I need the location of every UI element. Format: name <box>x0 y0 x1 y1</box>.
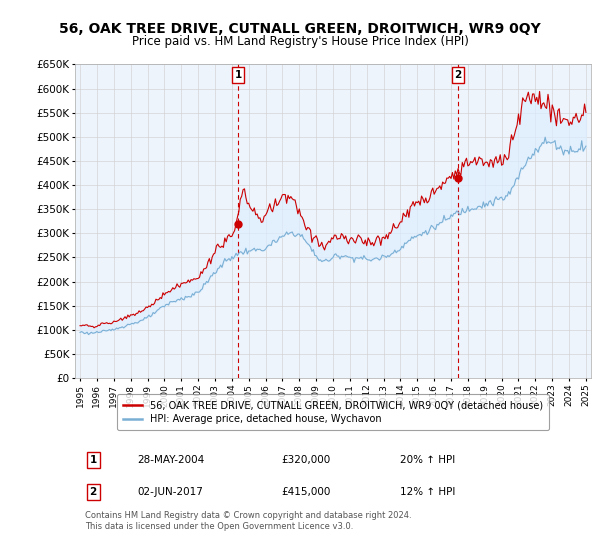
Text: 1: 1 <box>235 70 242 80</box>
Text: 1: 1 <box>89 455 97 465</box>
Text: Contains HM Land Registry data © Crown copyright and database right 2024.
This d: Contains HM Land Registry data © Crown c… <box>85 511 412 531</box>
Text: 20% ↑ HPI: 20% ↑ HPI <box>400 455 455 465</box>
Text: 28-MAY-2004: 28-MAY-2004 <box>137 455 204 465</box>
Text: £415,000: £415,000 <box>281 487 331 497</box>
Text: £320,000: £320,000 <box>281 455 331 465</box>
Text: 12% ↑ HPI: 12% ↑ HPI <box>400 487 455 497</box>
Text: Price paid vs. HM Land Registry's House Price Index (HPI): Price paid vs. HM Land Registry's House … <box>131 35 469 48</box>
Text: 2: 2 <box>454 70 462 80</box>
Text: 56, OAK TREE DRIVE, CUTNALL GREEN, DROITWICH, WR9 0QY: 56, OAK TREE DRIVE, CUTNALL GREEN, DROIT… <box>59 22 541 36</box>
Text: 2: 2 <box>89 487 97 497</box>
Text: 02-JUN-2017: 02-JUN-2017 <box>137 487 203 497</box>
Legend: 56, OAK TREE DRIVE, CUTNALL GREEN, DROITWICH, WR9 0QY (detached house), HPI: Ave: 56, OAK TREE DRIVE, CUTNALL GREEN, DROIT… <box>117 394 549 430</box>
